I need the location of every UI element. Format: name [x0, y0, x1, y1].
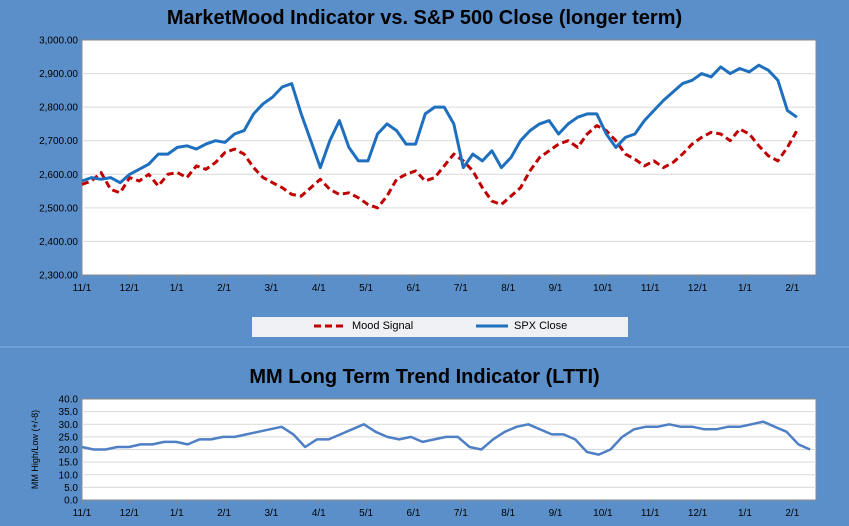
series-line-spx-close	[81, 63, 798, 185]
x-tick-label: 1/1	[170, 283, 184, 294]
legend-swatch-mood	[314, 324, 346, 328]
panel-separator	[0, 346, 849, 356]
y-tick-label: 2,400.00	[39, 237, 78, 248]
y-tick-label: 2,900.00	[39, 69, 78, 80]
chart-panel-ltti: MM Long Term Trend Indicator (LTTI)	[0, 356, 849, 526]
legend: Mood Signal SPX Close	[252, 317, 628, 337]
y-tick-label: 2,600.00	[39, 170, 78, 181]
x-tick-label: 6/1	[407, 283, 421, 294]
x-tick-label: 12/1	[120, 283, 140, 294]
legend-item-mood: Mood Signal	[314, 320, 413, 332]
x-tick-label: 8/1	[501, 283, 515, 294]
y-tick-label: 3,000.00	[39, 36, 78, 47]
chart-title: MarketMood Indicator vs. S&P 500 Close (…	[166, 7, 683, 29]
y-tick-label: 2,700.00	[39, 136, 78, 147]
main-chart: 3,000.00 2,900.00 2,800.00 2,700.00 2,600.00…	[39, 36, 817, 294]
x-tick-label: 3/1	[264, 283, 278, 294]
x-tick-label: 5/1	[359, 283, 373, 294]
x-tick-label: 7/1	[454, 283, 468, 294]
x-tick-label: 2/1	[217, 283, 231, 294]
legend-label-mood: Mood Signal	[352, 320, 414, 332]
chart-panel-main: MarketMood Indicator vs. S&P 500 Close (…	[39, 7, 817, 337]
y-tick-label: 2,500.00	[39, 203, 78, 214]
x-tick-label: 11/1	[73, 283, 92, 294]
x-tick-label: 2/1	[785, 283, 799, 294]
x-tick-label: 11/1	[641, 283, 660, 294]
y-tick-label: 2,800.00	[39, 103, 78, 114]
legend-swatch-spx	[476, 324, 508, 328]
series-line-mood-signal	[81, 124, 799, 210]
ltti-title: MM Long Term Trend Indicator (LTTI)	[249, 366, 600, 388]
x-tick-label: 1/1	[738, 283, 752, 294]
x-tick-label: 10/1	[593, 283, 613, 294]
x-tick-label: 12/1	[688, 283, 708, 294]
legend-item-spx: SPX Close	[476, 320, 567, 332]
legend-label-spx: SPX Close	[514, 320, 568, 332]
x-tick-label: 4/1	[312, 283, 326, 294]
y-tick-label: 2,300.00	[39, 271, 78, 282]
x-tick-label: 9/1	[549, 283, 563, 294]
